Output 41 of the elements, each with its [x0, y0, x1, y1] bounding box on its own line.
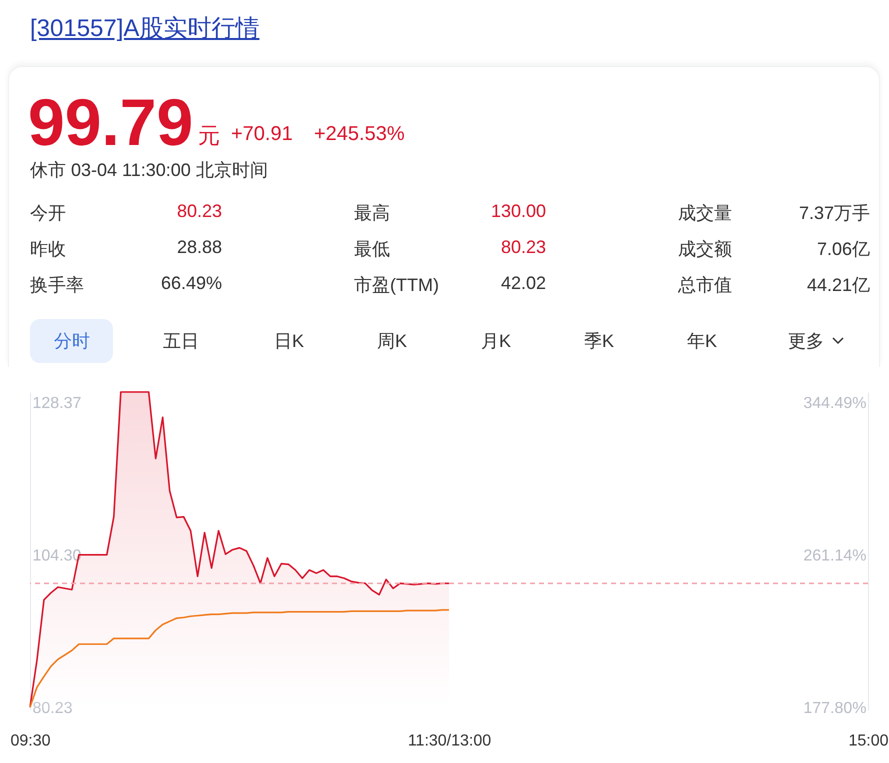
text: 99.79 — [28, 84, 194, 160]
y2-tick-label: 261.14% — [803, 547, 866, 564]
text: 分时 — [53, 330, 91, 353]
text: 130.00 — [490, 201, 546, 222]
text: 80.23 — [500, 237, 546, 258]
text: 换手率 — [30, 274, 84, 297]
text: 日K — [272, 330, 305, 353]
y-tick-label: 104.30 — [32, 547, 82, 564]
text: 最低 — [354, 238, 390, 261]
text: 五日 — [162, 330, 200, 353]
text: 7.06亿 — [816, 238, 870, 261]
y-tick-label: 128.37 — [32, 394, 82, 412]
text: 月K — [480, 330, 512, 353]
y-tick-label: 80.23 — [32, 700, 73, 717]
text: 7.37万手 — [798, 202, 870, 225]
text: 昨收 — [30, 238, 66, 261]
text: 28.88 — [176, 237, 222, 258]
y2-tick-label: 177.80% — [803, 700, 866, 717]
text: 成交量 — [678, 202, 732, 225]
text: 42.02 — [500, 273, 546, 294]
text: 成交额 — [678, 238, 732, 261]
text: 元 — [198, 122, 220, 150]
text: +70.91 — [231, 123, 293, 146]
text: +245.53% — [314, 123, 405, 146]
text: 66.49% — [160, 273, 222, 294]
text: [301557]A股实时行情 — [30, 14, 260, 44]
text: 休市 03-04 11:30:00 北京时间 — [30, 159, 268, 182]
text: 更多 — [787, 330, 825, 353]
text: 80.23 — [176, 201, 222, 222]
y2-tick-label: 344.49% — [803, 394, 866, 412]
x-tick-label: 11:30/13:00 — [408, 732, 492, 750]
text: 44.21亿 — [806, 274, 870, 297]
text: 总市值 — [678, 274, 732, 297]
x-tick-label: 15:00 — [848, 732, 889, 750]
text: 最高 — [354, 202, 390, 225]
text: 周K — [376, 330, 408, 353]
text: 年K — [686, 330, 718, 353]
text: 季K — [582, 330, 615, 353]
x-tick-label: 09:30 — [10, 732, 51, 750]
text: 今开 — [30, 202, 66, 225]
text: 市盈(TTM) — [354, 274, 439, 297]
